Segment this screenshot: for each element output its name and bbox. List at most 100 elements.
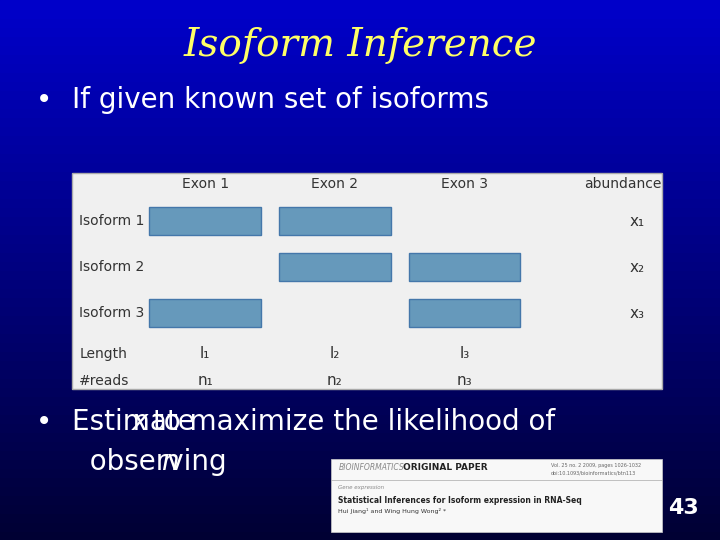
Bar (0, 369, 720, 378)
Bar (0, 189, 720, 198)
Bar (0, 99, 720, 108)
Text: Estimate: Estimate (72, 408, 204, 436)
Text: •: • (36, 408, 53, 436)
Bar (0, 252, 720, 261)
Text: Statistical Inferences for Isoform expression in RNA-Seq: Statistical Inferences for Isoform expre… (338, 496, 582, 505)
Text: n₃: n₃ (456, 373, 472, 388)
Bar (0, 414, 720, 423)
Bar (0, 459, 720, 468)
Bar (0, 441, 720, 450)
Bar (0, 180, 720, 189)
Bar (0, 171, 720, 180)
Bar (0, 513, 720, 522)
Bar (0, 90, 720, 99)
Bar (0, 468, 720, 477)
Text: l₃: l₃ (459, 346, 469, 361)
Text: doi:10.1093/bioinformatics/btn113: doi:10.1093/bioinformatics/btn113 (551, 471, 636, 476)
Bar (0, 135, 720, 144)
Text: Exon 3: Exon 3 (441, 177, 488, 191)
Text: n₂: n₂ (327, 373, 343, 388)
Text: Exon 2: Exon 2 (311, 177, 359, 191)
Text: Hui Jiang¹ and Wing Hung Wong² *: Hui Jiang¹ and Wing Hung Wong² * (338, 508, 446, 514)
Bar (0, 108, 720, 117)
Bar (0, 207, 720, 216)
Text: Length: Length (79, 347, 127, 361)
Bar (0, 198, 720, 207)
Bar (0, 45, 720, 54)
Bar (0, 405, 720, 414)
Bar (0, 351, 720, 360)
Text: Vol. 25 no. 2 2009, pages 1026-1032: Vol. 25 no. 2 2009, pages 1026-1032 (551, 463, 641, 468)
Bar (0, 378, 720, 387)
Bar (0, 153, 720, 162)
Bar (0, 117, 720, 126)
Text: Isoform 3: Isoform 3 (79, 306, 145, 320)
Text: n₁: n₁ (197, 373, 213, 388)
Text: Isoform 1: Isoform 1 (79, 214, 145, 228)
Bar (0, 333, 720, 342)
Text: to maximize the likelihood of: to maximize the likelihood of (144, 408, 555, 436)
Text: x₃: x₃ (630, 306, 645, 321)
Bar (0, 315, 720, 324)
Bar (0, 504, 720, 513)
Text: •: • (36, 86, 53, 114)
Text: Isoform 2: Isoform 2 (79, 260, 145, 274)
FancyBboxPatch shape (331, 459, 662, 532)
Text: x₁: x₁ (630, 214, 645, 229)
Bar (0, 261, 720, 270)
Bar (0, 243, 720, 252)
Text: n: n (161, 448, 179, 476)
Bar (0, 324, 720, 333)
Bar (0, 81, 720, 90)
Bar (0, 495, 720, 504)
Text: Exon 1: Exon 1 (181, 177, 229, 191)
Text: l₁: l₁ (200, 346, 210, 361)
Text: observing: observing (72, 448, 235, 476)
Bar (0, 54, 720, 63)
Bar (0, 423, 720, 432)
Bar (0, 531, 720, 540)
Bar (0, 0, 720, 9)
Bar (0, 9, 720, 18)
Bar (0, 72, 720, 81)
Bar (0, 360, 720, 369)
FancyBboxPatch shape (279, 207, 390, 235)
Text: l₂: l₂ (330, 346, 340, 361)
FancyBboxPatch shape (150, 299, 261, 327)
Text: ORIGINAL PAPER: ORIGINAL PAPER (403, 463, 488, 472)
FancyBboxPatch shape (72, 173, 662, 389)
Text: 43: 43 (667, 498, 698, 518)
Bar (0, 486, 720, 495)
Bar (0, 270, 720, 279)
Text: x₂: x₂ (630, 260, 645, 275)
Bar (0, 144, 720, 153)
Bar (0, 396, 720, 405)
Bar (0, 27, 720, 36)
Bar (0, 342, 720, 351)
Text: If given known set of isoforms: If given known set of isoforms (72, 86, 489, 114)
Bar (0, 387, 720, 396)
Bar (0, 432, 720, 441)
Bar (0, 522, 720, 531)
Bar (0, 234, 720, 243)
Bar (0, 297, 720, 306)
Text: Isoform Inference: Isoform Inference (184, 27, 536, 64)
Text: abundance: abundance (584, 177, 662, 191)
Bar (0, 216, 720, 225)
Bar (0, 450, 720, 459)
FancyBboxPatch shape (150, 207, 261, 235)
Text: #reads: #reads (79, 374, 130, 388)
Bar (0, 306, 720, 315)
Bar (0, 225, 720, 234)
Bar (0, 477, 720, 486)
Text: Gene expression: Gene expression (338, 485, 384, 490)
FancyBboxPatch shape (409, 253, 521, 281)
FancyBboxPatch shape (409, 299, 521, 327)
Bar (0, 126, 720, 135)
Bar (0, 63, 720, 72)
Bar (0, 288, 720, 297)
Text: x: x (132, 408, 148, 436)
Bar (0, 18, 720, 27)
Bar (0, 279, 720, 288)
Bar (0, 162, 720, 171)
